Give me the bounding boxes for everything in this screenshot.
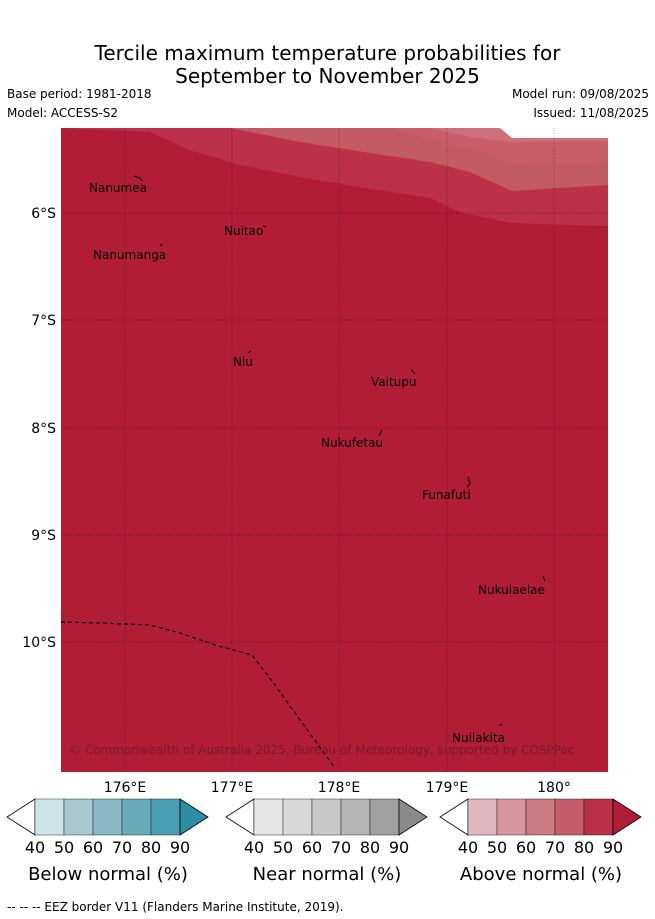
lat-tick-8s: 8°S: [31, 421, 56, 437]
colorbar-near-tick: 50: [272, 838, 294, 857]
nuilakita-outline: [498, 723, 503, 727]
colorbar-above-segment: [525, 798, 556, 836]
eez-border: [60, 621, 336, 769]
title-line-2: September to November 2025: [175, 64, 480, 88]
colorbar-below-normal: [6, 798, 209, 836]
colorbar-above-tick: 60: [515, 838, 537, 857]
colorbar-near-segment: [282, 798, 313, 836]
colorbar-near-tick: 40: [243, 838, 265, 857]
nanumanga-outline: [159, 243, 163, 247]
title-line-1: Tercile maximum temperature probabilitie…: [94, 41, 561, 65]
eez-footnote: -- -- -- EEZ border V11 (Flanders Marine…: [7, 900, 344, 914]
island-label-vaitupu: Vaitupu: [371, 375, 417, 389]
colorbar-below-segment: [92, 798, 123, 836]
colorbar-near-tick: 90: [388, 838, 410, 857]
island-outlines: [133, 175, 546, 727]
nukulaelae-outline: [542, 575, 546, 582]
colorbar-below-high-arrow: [179, 798, 209, 836]
colorbar-above-tick: 80: [573, 838, 595, 857]
vaitupu-outline: [410, 368, 416, 375]
colorbar-below-tick: 80: [140, 838, 162, 857]
colorbar-above-tick: 70: [544, 838, 566, 857]
colorbar-below-segment: [150, 798, 181, 836]
colorbar-below-tick: 70: [111, 838, 133, 857]
island-label-niu: Niu: [233, 355, 253, 369]
colorbar-above-tick: 40: [457, 838, 479, 857]
lat-tick-6s: 6°S: [31, 206, 56, 222]
colorbar-below-segment: [121, 798, 152, 836]
colorbar-near-tick: 60: [301, 838, 323, 857]
no-data-region: [500, 128, 608, 138]
colorbar-near-segment: [340, 798, 371, 836]
niu-outline: [247, 350, 252, 354]
graticule: [61, 128, 608, 772]
colorbar-above-segment: [554, 798, 585, 836]
colorbar-above-segment: [496, 798, 527, 836]
colorbar-near-normal: [225, 798, 428, 836]
model-name: Model: ACCESS-S2: [7, 106, 119, 120]
colorbar-above-high-arrow: [612, 798, 642, 836]
colorbar-above-tick: 90: [602, 838, 624, 857]
base-period: Base period: 1981-2018: [7, 87, 152, 101]
colorbar-near-high-arrow: [398, 798, 428, 836]
colorbar-below-low-arrow: [6, 798, 36, 836]
nuitao-outline: [262, 225, 267, 228]
island-label-nukufetau: Nukufetau: [321, 436, 383, 450]
colorbar-strip: [6, 798, 642, 836]
nanumea-outline: [133, 175, 143, 182]
island-label-nanumea: Nanumea: [89, 181, 147, 195]
colorbar-near-tick: 80: [359, 838, 381, 857]
lon-tick-177e: 177°E: [211, 780, 254, 796]
colorbar-near-label: Near normal (%): [252, 864, 402, 885]
colorbar-below-segment: [34, 798, 65, 836]
island-label-nukulaelae: Nukulaelae: [478, 583, 545, 597]
colorbar-near-tick: 70: [330, 838, 352, 857]
colorbar-below-tick: 40: [24, 838, 46, 857]
colorbar-below-segment: [63, 798, 94, 836]
colorbar-near-low-arrow: [225, 798, 255, 836]
lon-tick-179e: 179°E: [426, 780, 469, 796]
model-run: Model run: 09/08/2025: [511, 87, 649, 101]
lon-tick-178e: 178°E: [318, 780, 361, 796]
forecast-map[interactable]: Nanumea Nuitao Nanumanga Niu Vaitupu Nuk…: [0, 0, 655, 800]
island-label-nanumanga: Nanumanga: [93, 248, 166, 262]
island-label-nuitao: Nuitao: [224, 224, 263, 238]
lat-tick-9s: 9°S: [31, 528, 56, 544]
colorbar-below-tick: 50: [53, 838, 75, 857]
colorbar-below-tick: 90: [169, 838, 191, 857]
colorbar-below-label: Below normal (%): [28, 864, 188, 885]
funafuti-outline: [466, 476, 471, 488]
colorbar-above-label: Above normal (%): [459, 864, 623, 885]
lon-tick-176e: 176°E: [104, 780, 147, 796]
copyright-notice: © Commonwealth of Australia 2025, Bureau…: [69, 743, 574, 757]
lat-tick-7s: 7°S: [31, 313, 56, 329]
colorbar-below-tick: 60: [82, 838, 104, 857]
colorbar-near-segment: [253, 798, 284, 836]
lon-tick-180: 180°: [537, 780, 571, 796]
issued-date: Issued: 11/08/2025: [533, 106, 649, 120]
colorbar-near-segment: [311, 798, 342, 836]
lat-tick-10s: 10°S: [22, 635, 56, 651]
colorbar-above-tick: 50: [486, 838, 508, 857]
probability-field-above-90: [61, 128, 608, 772]
colorbar-near-segment: [369, 798, 400, 836]
colorbar-above-low-arrow: [439, 798, 469, 836]
colorbar-above-segment: [583, 798, 614, 836]
colorbar-above-segment: [467, 798, 498, 836]
island-label-funafuti: Funafuti: [422, 488, 471, 502]
nukufetau-outline: [378, 429, 383, 437]
colorbar-above-normal: [439, 798, 642, 836]
island-label-nuilakita: Nuilakita: [452, 731, 505, 745]
